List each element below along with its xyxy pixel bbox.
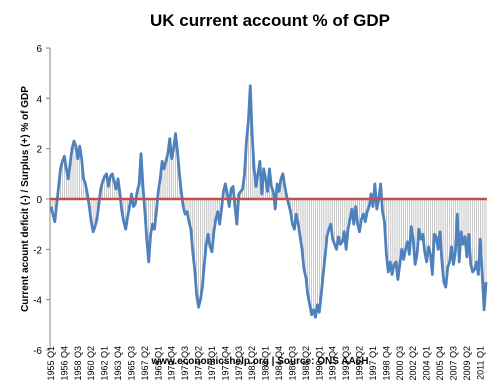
- x-tick-label: 1974 Q2: [194, 346, 204, 380]
- x-tick-label: 2004 Q1: [422, 346, 432, 380]
- x-tick-label: 2002 Q2: [408, 346, 418, 380]
- x-tick-label: 1990 Q1: [314, 346, 324, 380]
- x-tick-label: 1991 Q4: [328, 346, 338, 380]
- y-tick-label: 0: [36, 195, 42, 206]
- x-tick-label: 1997 Q1: [368, 346, 378, 380]
- x-tick-label: 1984 Q4: [274, 346, 284, 380]
- x-tick-label: 1988 Q2: [301, 346, 311, 380]
- x-tick-label: 1983 Q1: [261, 346, 271, 380]
- x-tick-label: 1962 Q1: [100, 346, 110, 380]
- x-tick-label: 2000 Q3: [395, 346, 405, 380]
- x-tick-label: 1963 Q4: [113, 346, 123, 380]
- x-tick-label: 1965 Q3: [126, 346, 136, 380]
- y-tick-label: 6: [36, 44, 42, 55]
- y-tick-label: -6: [33, 346, 42, 357]
- x-tick-label: 1979 Q3: [234, 346, 244, 380]
- x-tick-label: 1956 Q4: [59, 346, 69, 380]
- x-tick-label: 1970 Q4: [167, 346, 177, 380]
- x-tick-label: 1958 Q3: [73, 346, 83, 380]
- y-axis-label: Current acount deficit (-) / Surplus (+)…: [20, 86, 31, 312]
- source-note: www.economicshelp.org | Source: ONS AA6H: [150, 356, 368, 367]
- x-tick-label: 2005 Q4: [435, 346, 445, 380]
- y-tick-label: 4: [36, 94, 42, 105]
- x-tick-label: 2011 Q1: [475, 346, 485, 380]
- x-tick-label: 1976 Q1: [207, 346, 217, 380]
- x-tick-label: 1981 Q2: [247, 346, 257, 380]
- x-tick-label: 1995 Q2: [355, 346, 365, 380]
- x-tick-label: 1972 Q3: [180, 346, 190, 380]
- x-tick-label: 2007 Q3: [448, 346, 458, 380]
- y-tick-label: -4: [33, 296, 42, 307]
- chart-title: UK current account % of GDP: [150, 11, 390, 30]
- y-tick-label: 2: [36, 145, 42, 156]
- series-line: [49, 84, 488, 319]
- y-tick-label: -2: [33, 245, 42, 256]
- x-tick-label: 1967 Q2: [140, 346, 150, 380]
- x-tick-label: 1955 Q1: [46, 346, 56, 380]
- x-tick-label: 1998 Q4: [381, 346, 391, 380]
- x-tick-label: 1986 Q3: [287, 346, 297, 380]
- x-tick-label: 1969 Q1: [153, 346, 163, 380]
- x-tick-label: 1960 Q2: [86, 346, 96, 380]
- x-tick-label: 1993 Q3: [341, 346, 351, 380]
- x-tick-label: 2009 Q2: [462, 346, 472, 380]
- x-tick-label: 1977 Q4: [220, 346, 230, 380]
